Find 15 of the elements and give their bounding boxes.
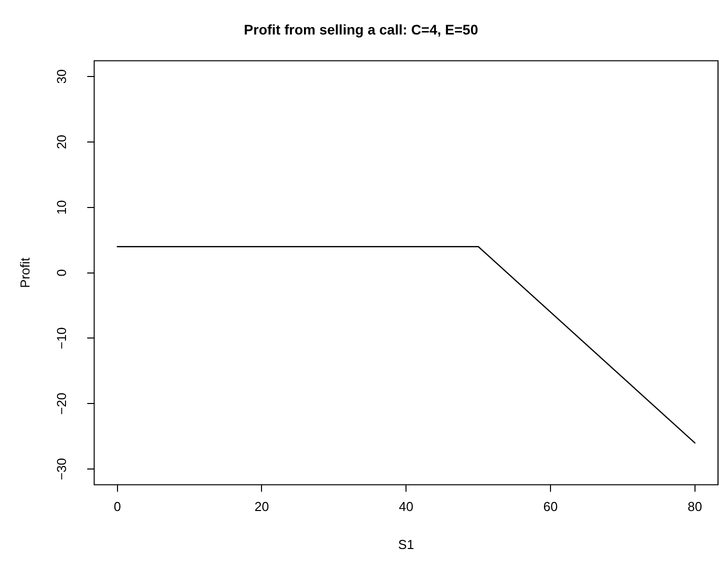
y-tick-label: −10 [54, 327, 69, 350]
y-tick-label: −20 [54, 392, 69, 415]
x-axis-title: S1 [398, 536, 414, 552]
x-tick-label: 0 [114, 499, 121, 514]
x-tick-label: 40 [398, 499, 414, 514]
x-tick-label: 60 [543, 499, 558, 514]
chart-title: Profit from selling a call: C=4, E=50 [244, 21, 478, 38]
y-tick-label: 30 [54, 69, 69, 84]
y-tick-label: 10 [54, 200, 69, 215]
y-tick-label: 20 [54, 134, 69, 150]
y-tick-label: 0 [54, 269, 69, 276]
y-tick-label: −30 [54, 458, 69, 480]
x-tick-label: 20 [254, 499, 269, 514]
y-axis-title: Profit [17, 257, 32, 288]
x-tick-label: 80 [688, 499, 702, 514]
